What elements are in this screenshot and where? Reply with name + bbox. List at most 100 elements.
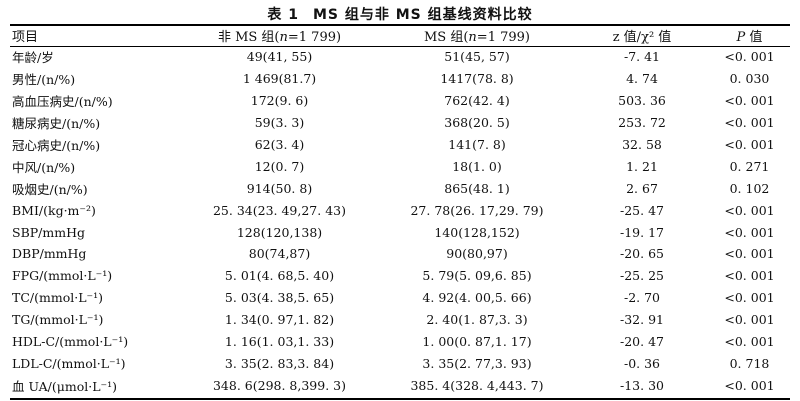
table-row: 年龄/岁 49(41, 55) 51(45, 57) -7. 41 <0. 001: [10, 46, 792, 68]
row-non-ms: 25. 34(23. 49,27. 43): [212, 202, 346, 218]
table-row: 男性/(n/%) 1 469(81.7) 1417(78. 8) 4. 74 0. 03…: [10, 68, 792, 90]
table-row: HDL-C/(mmol·L⁻¹) 1. 16(1. 03,1. 33) 1. 00(…: [10, 331, 792, 353]
row-stat: -25. 25: [620, 268, 664, 284]
row-stat: -13. 30: [620, 377, 664, 393]
row-ms: 1417(78. 8): [440, 71, 514, 87]
row-stat: -32. 91: [620, 312, 664, 328]
row-item: TC/(mmol·L⁻¹): [12, 290, 103, 306]
row-item: SBP/mmHg: [12, 224, 85, 240]
row-non-ms: 914(50. 8): [246, 180, 313, 196]
row-stat: -20. 65: [620, 246, 664, 262]
header-item: 项目: [12, 30, 39, 45]
header-p: P 值: [736, 30, 763, 45]
row-item: 高血压病史/(n/%): [12, 94, 113, 110]
row-item: HDL-C/(mmol·L⁻¹): [12, 334, 129, 350]
row-item: 中风/(n/%): [12, 159, 76, 175]
row-p: <0. 001: [724, 93, 775, 109]
table-row: SBP/mmHg 128(120,138) 140(128,152) -19. 17 <…: [10, 221, 792, 243]
row-ms: 4. 92(4. 00,5. 66): [422, 290, 532, 306]
row-p: 0. 102: [729, 180, 770, 196]
row-stat: -2. 70: [623, 290, 661, 306]
row-p: <0. 001: [724, 290, 775, 306]
row-p: <0. 001: [724, 377, 775, 393]
table-row: LDL-C/(mmol·L⁻¹) 3. 35(2. 83,3. 84) 3. 35(…: [10, 352, 792, 374]
table-row: 冠心病史/(n/%) 62(3. 4) 141(7. 8) 32. 58 <0. 001: [10, 134, 792, 156]
row-ms: 3. 35(2. 77,3. 93): [422, 355, 532, 371]
row-item: DBP/mmHg: [12, 246, 87, 262]
row-stat: -25. 47: [620, 202, 664, 218]
row-p: <0. 001: [724, 268, 775, 284]
row-p: 0. 718: [729, 355, 770, 371]
table-row: 吸烟史/(n/%) 914(50. 8) 865(48. 1) 2. 67 0. 102: [10, 177, 792, 199]
table-body: 年龄/岁 49(41, 55) 51(45, 57) -7. 41 <0. 001 男性/…: [10, 46, 792, 396]
header-row: 项目 非 MS 组(n=1 799) MS 组(n=1 799) z 值/χ² …: [10, 25, 792, 46]
row-item: 血 UA/(μmol·L⁻¹): [12, 378, 117, 394]
row-stat: 503. 36: [618, 93, 666, 109]
header-rule: [10, 46, 790, 47]
row-non-ms: 1. 16(1. 03,1. 33): [224, 334, 335, 350]
table-row: 高血压病史/(n/%) 172(9. 6) 762(42. 4) 503. 36 <0.…: [10, 90, 792, 112]
row-ms: 762(42. 4): [444, 93, 510, 109]
row-ms: 368(20. 5): [444, 115, 510, 131]
row-item: FPG/(mmol·L⁻¹): [12, 268, 113, 284]
row-stat: -7. 41: [623, 49, 661, 65]
table-row: FPG/(mmol·L⁻¹) 5. 01(4. 68,5. 40) 5. 79(5.…: [10, 265, 792, 287]
row-ms: 140(128,152): [434, 224, 520, 240]
table-title: 表 1 MS 组与非 MS 组基线资料比较: [0, 4, 800, 24]
row-non-ms: 80(74,87): [248, 246, 311, 262]
row-ms: 51(45, 57): [444, 49, 510, 65]
row-p: <0. 001: [724, 137, 775, 152]
table-row: TC/(mmol·L⁻¹) 5. 03(4. 38,5. 65) 4. 92(4. …: [10, 287, 792, 309]
row-stat: -20. 47: [620, 334, 664, 350]
bottom-rule: [10, 398, 790, 400]
row-non-ms: 59(3. 3): [254, 115, 305, 131]
table-row: 糖尿病史/(n/%) 59(3. 3) 368(20. 5) 253. 72 <0. 0…: [10, 112, 792, 134]
row-non-ms: 12(0. 7): [254, 158, 305, 174]
header-ms: MS 组(n=1 799): [424, 30, 530, 45]
row-p: <0. 001: [724, 202, 775, 218]
row-p: <0. 001: [724, 312, 775, 328]
row-p: 0. 030: [729, 71, 770, 87]
row-ms: 5. 79(5. 09,6. 85): [422, 268, 532, 284]
table-row: 血 UA/(μmol·L⁻¹) 348. 6(298. 8,399. 3) 385.…: [10, 374, 792, 396]
row-item: 糖尿病史/(n/%): [12, 116, 101, 132]
table-row: BMI/(kg·m⁻²) 25. 34(23. 49,27. 43) 27. 78(…: [10, 199, 792, 221]
row-stat: -0. 36: [623, 355, 661, 371]
row-non-ms: 5. 03(4. 38,5. 65): [224, 290, 335, 306]
row-p: <0. 001: [724, 115, 775, 131]
row-item: TG/(mmol·L⁻¹): [12, 312, 104, 328]
row-item: LDL-C/(mmol·L⁻¹): [12, 355, 126, 371]
row-stat: 2. 67: [626, 180, 658, 196]
row-ms: 18(1. 0): [452, 158, 502, 174]
table-row: DBP/mmHg 80(74,87) 90(80,97) -20. 65 <0. 001: [10, 243, 792, 265]
row-ms: 2. 40(1. 87,3. 3): [426, 312, 528, 328]
row-p: <0. 001: [724, 49, 775, 65]
table-row: TG/(mmol·L⁻¹) 1. 34(0. 97,1. 82) 2. 40(1. …: [10, 309, 792, 331]
header-non-ms: 非 MS 组(n=1 799): [217, 30, 342, 45]
row-p: <0. 001: [724, 224, 775, 240]
row-item: 吸烟史/(n/%): [12, 181, 88, 197]
baseline-comparison-table: 项目 非 MS 组(n=1 799) MS 组(n=1 799) z 值/χ² …: [10, 25, 792, 396]
header-stat: z 值/χ² 值: [612, 30, 672, 45]
row-stat: 4. 74: [626, 71, 658, 87]
top-rule: [10, 24, 790, 26]
row-stat: 32. 58: [622, 137, 662, 152]
row-p: 0. 271: [729, 158, 770, 174]
row-non-ms: 3. 35(2. 83,3. 84): [224, 355, 335, 371]
row-stat: 253. 72: [618, 115, 666, 131]
row-non-ms: 1. 34(0. 97,1. 82): [224, 312, 335, 328]
row-ms: 865(48. 1): [444, 180, 510, 196]
row-ms: 27. 78(26. 17,29. 79): [410, 202, 544, 218]
row-non-ms: 49(41, 55): [246, 49, 313, 65]
row-non-ms: 62(3. 4): [254, 137, 305, 152]
row-non-ms: 172(9. 6): [250, 93, 309, 109]
row-stat: -19. 17: [620, 224, 664, 240]
row-ms: 385. 4(328. 4,443. 7): [410, 377, 544, 393]
row-p: <0. 001: [724, 334, 775, 350]
row-non-ms: 5. 01(4. 68,5. 40): [224, 268, 335, 284]
row-ms: 90(80,97): [446, 246, 508, 262]
row-ms: 1. 00(0. 87,1. 17): [422, 334, 532, 350]
table-row: 中风/(n/%) 12(0. 7) 18(1. 0) 1. 21 0. 271: [10, 155, 792, 177]
row-item: 年龄/岁: [12, 50, 54, 66]
row-item: 男性/(n/%): [12, 72, 76, 88]
